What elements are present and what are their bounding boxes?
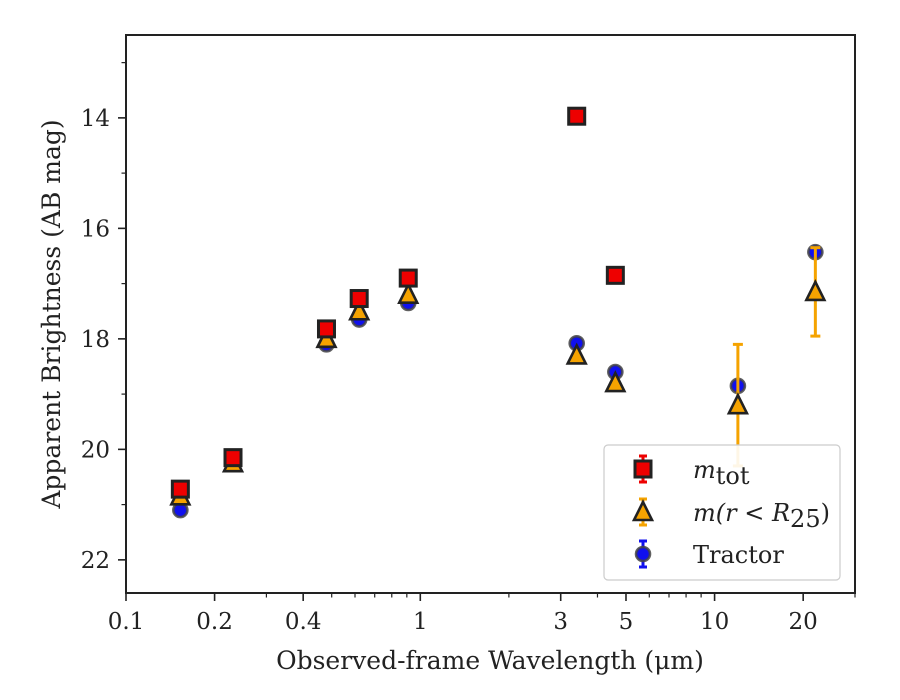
data-point-triangle (804, 278, 827, 302)
data-point-square (316, 319, 336, 339)
legend-box (603, 444, 841, 581)
data-point-triangle (565, 342, 588, 365)
legend-label-m-r25: m(r < R25) (693, 499, 830, 533)
legend-item-m-tot: mtot (633, 454, 750, 490)
data-point-triangle (726, 392, 749, 415)
x-tick-label: 5 (619, 609, 634, 635)
x-tick-label: 10 (700, 609, 729, 635)
plot-frame (125, 34, 856, 594)
x-tick-label: 0.2 (196, 609, 233, 635)
data-point-triangle (604, 370, 627, 393)
legend-point-circle (634, 545, 652, 563)
y-tick-label: 22 (81, 548, 110, 574)
y-tick-label: 16 (81, 216, 110, 242)
data-point-square (567, 106, 587, 126)
series-m_tot (170, 106, 625, 499)
x-tick-label: 20 (789, 609, 818, 635)
data-point-square (170, 479, 190, 499)
y-tick-label: 18 (81, 327, 110, 353)
x-axis-title: Observed-frame Wavelength (μm) (276, 646, 704, 675)
legend-marker-square (633, 454, 653, 484)
legend-label-m-tot: mtot (693, 456, 750, 490)
legend-item-tractor: Tractor (634, 539, 784, 569)
data-point-square (349, 289, 369, 309)
data-point-square (398, 268, 418, 288)
legend-point-triangle (631, 499, 655, 522)
y-tick-label: 20 (81, 437, 110, 463)
legend-marker-circle (634, 539, 652, 569)
data-point-square (605, 265, 625, 285)
x-tick-label: 1 (413, 609, 428, 635)
legend-marker-triangle (631, 497, 655, 527)
plot-area (169, 106, 827, 519)
data-point-square (223, 448, 243, 468)
axis-ticks: 0.1 0.2 0.4 1 3 5 10 20 14 16 18 20 22 (81, 62, 856, 635)
legend: mtot m(r < R25) Tractor (603, 444, 841, 581)
legend-point-square (633, 459, 653, 479)
y-tick-label: 14 (81, 106, 110, 132)
x-tick-label: 0.4 (285, 609, 322, 635)
legend-label-tractor: Tractor (693, 541, 784, 569)
legend-item-m-r25: m(r < R25) (631, 497, 830, 533)
x-tick-label: 0.1 (108, 609, 145, 635)
x-tick-label: 3 (553, 609, 568, 635)
data-point-triangle (348, 298, 371, 321)
data-point-triangle (397, 281, 420, 304)
y-axis-title: Apparent Brightness (AB mag) (37, 119, 66, 509)
